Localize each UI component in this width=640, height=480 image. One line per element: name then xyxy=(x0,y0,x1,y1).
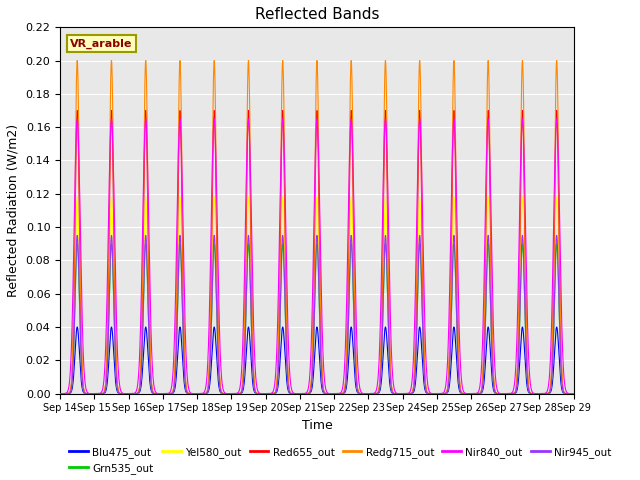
Nir945_out xyxy=(388,387,396,393)
Blu475_out xyxy=(248,377,256,383)
Redg715_out xyxy=(568,391,576,396)
Red655_out xyxy=(461,391,468,396)
Redg715_out xyxy=(461,391,468,396)
Line: Yel580_out: Yel580_out xyxy=(60,197,573,394)
Nir840_out xyxy=(461,390,468,396)
Redg715_out xyxy=(570,391,577,396)
Yel580_out xyxy=(568,391,576,396)
Nir945_out xyxy=(568,391,576,396)
X-axis label: Time: Time xyxy=(301,419,332,432)
Blu475_out xyxy=(161,391,168,396)
Nir840_out xyxy=(74,116,81,122)
Yel580_out xyxy=(166,391,174,396)
Blu475_out xyxy=(56,391,64,396)
Red655_out xyxy=(166,391,174,396)
Red655_out xyxy=(568,391,576,396)
Red655_out xyxy=(248,333,256,339)
Yel580_out xyxy=(161,391,168,396)
Blu475_out xyxy=(388,389,396,395)
Blu475_out xyxy=(166,391,174,396)
Nir840_out xyxy=(570,391,577,396)
Nir840_out xyxy=(248,271,256,277)
Y-axis label: Reflected Radiation (W/m2): Reflected Radiation (W/m2) xyxy=(7,124,20,297)
Nir945_out xyxy=(74,232,81,238)
Nir840_out xyxy=(388,352,396,358)
Line: Grn535_out: Grn535_out xyxy=(60,244,573,394)
Text: VR_arable: VR_arable xyxy=(70,38,132,48)
Redg715_out xyxy=(166,391,174,396)
Red655_out xyxy=(570,391,577,396)
Nir840_out xyxy=(568,391,576,396)
Blu475_out xyxy=(568,391,576,396)
Redg715_out xyxy=(248,323,256,329)
Blu475_out xyxy=(570,391,577,396)
Yel580_out xyxy=(388,386,396,392)
Red655_out xyxy=(74,108,81,113)
Grn535_out xyxy=(161,391,168,396)
Red655_out xyxy=(161,391,168,396)
Grn535_out xyxy=(570,391,577,396)
Red655_out xyxy=(388,384,396,390)
Yel580_out xyxy=(570,391,577,396)
Redg715_out xyxy=(74,58,81,63)
Yel580_out xyxy=(56,391,64,396)
Nir945_out xyxy=(570,391,577,396)
Nir840_out xyxy=(161,391,168,396)
Nir945_out xyxy=(161,391,168,396)
Grn535_out xyxy=(461,391,468,396)
Grn535_out xyxy=(166,391,174,396)
Nir945_out xyxy=(56,391,64,396)
Grn535_out xyxy=(388,387,396,393)
Nir945_out xyxy=(461,391,468,396)
Yel580_out xyxy=(74,194,81,200)
Redg715_out xyxy=(161,391,168,396)
Blu475_out xyxy=(461,391,468,396)
Red655_out xyxy=(56,391,64,396)
Yel580_out xyxy=(248,351,256,357)
Nir840_out xyxy=(166,389,174,395)
Redg715_out xyxy=(388,383,396,389)
Grn535_out xyxy=(568,391,576,396)
Title: Reflected Bands: Reflected Bands xyxy=(255,7,379,22)
Legend: Blu475_out, Grn535_out, Yel580_out, Red655_out, Redg715_out, Nir840_out, Nir945_: Blu475_out, Grn535_out, Yel580_out, Red6… xyxy=(65,443,616,478)
Nir840_out xyxy=(56,391,64,396)
Grn535_out xyxy=(56,391,64,396)
Line: Blu475_out: Blu475_out xyxy=(60,327,573,394)
Grn535_out xyxy=(74,241,81,247)
Grn535_out xyxy=(248,360,256,366)
Line: Redg715_out: Redg715_out xyxy=(60,60,573,394)
Blu475_out xyxy=(74,324,81,330)
Line: Red655_out: Red655_out xyxy=(60,110,573,394)
Nir945_out xyxy=(248,359,256,364)
Line: Nir945_out: Nir945_out xyxy=(60,235,573,394)
Redg715_out xyxy=(56,391,64,396)
Yel580_out xyxy=(461,391,468,396)
Line: Nir840_out: Nir840_out xyxy=(60,119,573,394)
Nir945_out xyxy=(166,391,174,396)
